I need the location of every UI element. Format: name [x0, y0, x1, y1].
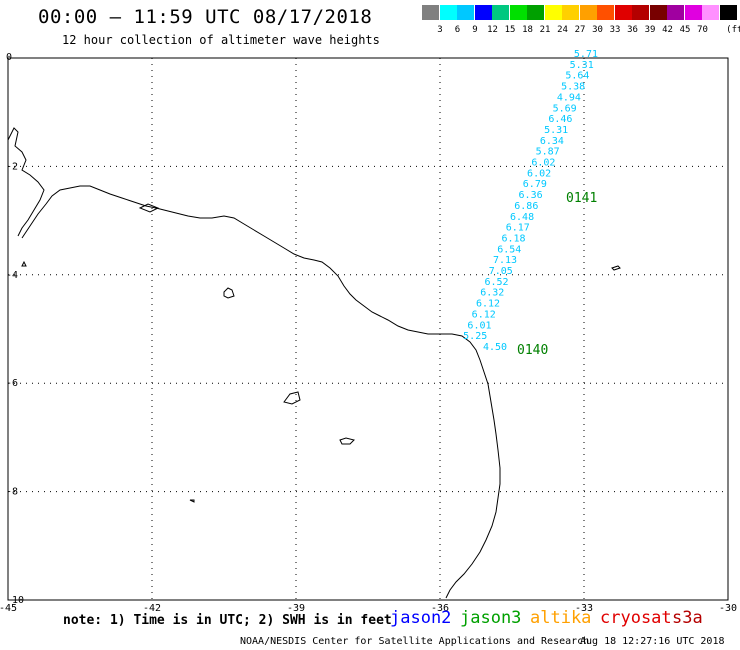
wave-height-value: 6.86 — [514, 201, 538, 212]
legend-swatch — [439, 5, 457, 20]
wave-height-value: 7.05 — [489, 266, 513, 277]
wave-height-value: 6.52 — [484, 277, 508, 288]
legend-label: 24 — [557, 25, 568, 35]
legend-label: 15 — [504, 25, 516, 35]
wave-height-value: 5.64 — [565, 71, 589, 82]
wave-height-value: 6.54 — [497, 244, 521, 255]
axis-tick-labels: -45 -42 -39 -36 -33 -30 0 -2 -4 -6 -8 -10 — [0, 52, 737, 614]
lon-tick-label: -33 — [575, 603, 593, 614]
legend-swatch — [667, 5, 684, 20]
legend-label: 42 — [662, 25, 673, 35]
legend-swatch — [579, 5, 597, 20]
wave-height-value: 6.01 — [467, 320, 491, 331]
wave-height-value: 5.38 — [561, 82, 585, 93]
wave-height-value: 5.31 — [570, 60, 594, 71]
wave-height-value: 6.36 — [519, 190, 543, 201]
lat-tick-label: -4 — [6, 270, 18, 281]
footer-note: note: 1) Time is in UTC; 2) SWH is in fe… — [63, 613, 392, 628]
legend-label: 3 — [437, 25, 443, 35]
wave-height-value: 6.18 — [501, 233, 525, 244]
wave-height-value: 4.50 — [483, 342, 507, 353]
wave-height-value: 6.79 — [523, 179, 547, 190]
lat-lon-grid — [8, 58, 728, 600]
credit-line: NOAA/NESDIS Center for Satellite Applica… — [240, 636, 590, 647]
legend-label: 6 — [454, 25, 461, 35]
lat-tick-label: 0 — [6, 52, 12, 63]
wave-height-value: 6.02 — [527, 168, 551, 179]
satellite-name: jason3 — [460, 608, 522, 628]
generation-timestamp: Aug 18 12:27:16 UTC 2018 — [580, 636, 725, 647]
wave-height-value: 5.25 — [463, 331, 487, 342]
wave-height-value: 6.32 — [480, 288, 504, 299]
wave-height-value: 5.71 — [574, 49, 598, 60]
lon-tick-label: -39 — [287, 603, 305, 614]
legend-swatch — [509, 5, 527, 20]
lon-tick-label: -42 — [143, 603, 161, 614]
wave-height-track: 5.715.315.645.384.945.696.465.316.345.87… — [463, 49, 598, 353]
map-title: 00:00 – 11:59 UTC 08/17/2018 — [38, 6, 373, 28]
wave-height-value: 5.87 — [536, 147, 560, 158]
pass-label-0140: 0140 — [517, 343, 548, 358]
pass-label-0141: 0141 — [566, 191, 597, 206]
legend-swatch — [492, 5, 509, 20]
satellite-name: cryosat — [600, 608, 672, 628]
lat-tick-label: -8 — [6, 487, 18, 498]
wave-height-value: 6.48 — [510, 212, 534, 223]
lat-tick-label: -10 — [6, 595, 24, 606]
satellite-name: jason2 — [390, 608, 452, 628]
legend-swatch — [562, 5, 579, 20]
legend-swatch — [422, 5, 439, 20]
legend-label: 39 — [644, 25, 656, 35]
satellite-name: s3a — [672, 608, 703, 628]
legend-label: 33 — [609, 25, 621, 35]
coastline — [7, 127, 501, 599]
wave-height-value: 5.31 — [544, 125, 568, 136]
legend-swatch — [684, 5, 702, 20]
legend-label: 21 — [539, 25, 551, 35]
satellite-name: altika — [530, 608, 592, 628]
lon-tick-label: -45 — [0, 603, 17, 614]
legend-swatch — [597, 5, 614, 20]
lon-tick-label: -36 — [431, 603, 449, 614]
wave-height-value: 6.17 — [506, 223, 530, 234]
legend-swatch — [457, 5, 474, 20]
wave-height-value: 4.94 — [557, 92, 581, 103]
map-frame — [7, 57, 729, 601]
legend-label: 45 — [679, 25, 691, 35]
legend-label: 9 — [472, 25, 478, 35]
islands — [21, 203, 621, 503]
map-subtitle: 12 hour collection of altimeter wave hei… — [62, 33, 380, 47]
legend-swatch — [719, 5, 737, 20]
legend-label: 27 — [574, 25, 586, 35]
legend-swatch — [527, 5, 544, 20]
wave-height-value: 6.46 — [548, 114, 572, 125]
legend-label: 36 — [627, 25, 638, 35]
legend-swatch — [649, 5, 667, 20]
lon-tick-label: -30 — [719, 603, 737, 614]
wave-height-value: 6.02 — [531, 158, 555, 169]
legend-swatch — [474, 5, 492, 20]
wave-height-value: 6.34 — [540, 136, 564, 147]
legend-swatch — [614, 5, 632, 20]
legend-label: 70 — [697, 25, 708, 35]
legend-swatch — [702, 5, 719, 20]
wave-height-value: 6.12 — [476, 299, 500, 310]
legend-label: 18 — [522, 25, 533, 35]
legend-swatch — [544, 5, 562, 20]
lat-tick-label: -6 — [6, 378, 18, 389]
lat-tick-label: -2 — [6, 161, 18, 172]
legend-label: 12 — [487, 25, 498, 35]
wave-height-value: 7.13 — [493, 255, 517, 266]
legend-label: 30 — [592, 25, 603, 35]
wave-height-value: 5.69 — [553, 103, 577, 114]
legend-swatch — [632, 5, 649, 20]
legend-unit: (ft) — [726, 25, 740, 35]
wave-height-value: 6.12 — [472, 309, 496, 320]
